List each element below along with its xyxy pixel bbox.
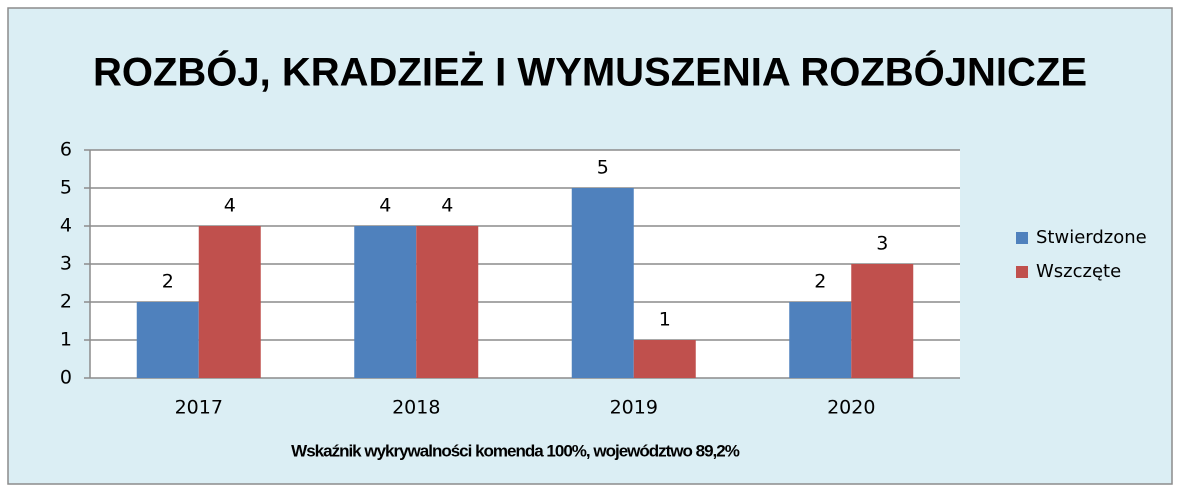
data-label: 3: [876, 233, 888, 255]
bar: [354, 226, 417, 378]
y-tick-label: 2: [60, 291, 72, 313]
bar: [416, 226, 479, 378]
legend-swatch: [1016, 266, 1028, 278]
bar: [633, 340, 696, 378]
data-label: 2: [814, 271, 826, 293]
data-label: 4: [379, 195, 391, 217]
data-label: 2: [162, 271, 174, 293]
data-label: 1: [659, 309, 671, 331]
bar: [851, 264, 914, 378]
y-tick-label: 1: [60, 329, 72, 351]
y-tick-label: 0: [60, 367, 72, 389]
y-tick-label: 5: [60, 177, 72, 199]
legend-label: Stwierdzone: [1036, 227, 1147, 248]
bar: [136, 302, 199, 378]
x-tick-label: 2019: [610, 397, 658, 419]
data-label: 5: [597, 157, 609, 179]
bar: [571, 188, 634, 378]
chart-title: ROZBÓJ, KRADZIEŻ I WYMUSZENIA ROZBÓJNICZ…: [93, 49, 1087, 95]
bar: [789, 302, 852, 378]
legend-swatch: [1016, 232, 1028, 244]
legend-label: Wszczęte: [1036, 261, 1121, 282]
x-tick-label: 2018: [392, 397, 440, 419]
x-tick-label: 2020: [827, 397, 875, 419]
y-tick-label: 3: [60, 253, 72, 275]
y-tick-label: 6: [60, 139, 72, 161]
data-label: 4: [441, 195, 453, 217]
bar: [198, 226, 261, 378]
data-label: 4: [224, 195, 236, 217]
x-tick-label: 2017: [175, 397, 223, 419]
x-axis-label: Wskaźnik wykrywalności komenda 100%, woj…: [291, 441, 740, 460]
y-tick-label: 4: [60, 215, 72, 237]
